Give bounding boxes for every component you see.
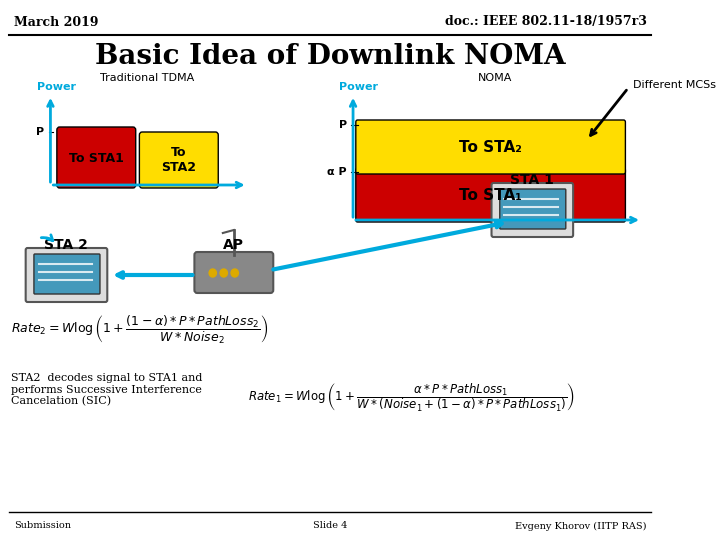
Text: Different MCSs: Different MCSs: [633, 80, 716, 90]
FancyBboxPatch shape: [356, 168, 626, 222]
Text: P: P: [338, 120, 346, 130]
FancyBboxPatch shape: [26, 248, 107, 302]
FancyBboxPatch shape: [140, 132, 218, 188]
FancyBboxPatch shape: [356, 120, 626, 174]
Text: $Rate_2 = W \log\left(1 + \dfrac{(1-\alpha)*P*PathLoss_2}{W*Noise_2}\right)$: $Rate_2 = W \log\left(1 + \dfrac{(1-\alp…: [11, 317, 268, 349]
Text: P: P: [36, 127, 44, 137]
Text: Evgeny Khorov (IITP RAS): Evgeny Khorov (IITP RAS): [515, 522, 647, 531]
Text: STA2  decodes signal to STA1 and
performs Successive Interference
Cancelation (S: STA2 decodes signal to STA1 and performs…: [11, 373, 202, 407]
FancyBboxPatch shape: [34, 254, 100, 294]
FancyBboxPatch shape: [492, 183, 573, 237]
Text: Submission: Submission: [14, 522, 71, 530]
Text: $Rate_1 = W \log\left(1 + \dfrac{\alpha*P*PathLoss_1}{W*(Noise_1+(1-\alpha)*P*Pa: $Rate_1 = W \log\left(1 + \dfrac{\alpha*…: [248, 381, 575, 413]
Text: NOMA: NOMA: [478, 73, 513, 83]
FancyBboxPatch shape: [194, 252, 274, 293]
Text: March 2019: March 2019: [14, 16, 98, 29]
Text: doc.: IEEE 802.11-18/1957r3: doc.: IEEE 802.11-18/1957r3: [445, 16, 647, 29]
Circle shape: [209, 269, 217, 277]
Text: STA 1: STA 1: [510, 173, 554, 187]
Text: To STA₂: To STA₂: [459, 139, 522, 154]
Text: To STA1: To STA1: [69, 152, 124, 165]
Text: To
STA2: To STA2: [161, 146, 197, 174]
Text: Basic Idea of Downlink NOMA: Basic Idea of Downlink NOMA: [95, 44, 565, 71]
Text: Power: Power: [339, 82, 378, 92]
Text: To STA₁: To STA₁: [459, 187, 522, 202]
Text: $Rate_2 = W \log\left(1 + \dfrac{(1-\alpha)*P*PathLoss_2}{W*Noise_2}\right)$: $Rate_2 = W \log\left(1 + \dfrac{(1-\alp…: [11, 314, 268, 346]
FancyBboxPatch shape: [500, 189, 566, 229]
Text: α P: α P: [327, 167, 346, 177]
Circle shape: [220, 269, 228, 277]
Text: Traditional TDMA: Traditional TDMA: [99, 73, 194, 83]
Text: AP: AP: [223, 238, 244, 252]
Text: Slide 4: Slide 4: [313, 522, 347, 530]
Text: STA 2: STA 2: [44, 238, 88, 252]
Circle shape: [231, 269, 238, 277]
Text: Power: Power: [37, 82, 76, 92]
FancyBboxPatch shape: [57, 127, 135, 188]
